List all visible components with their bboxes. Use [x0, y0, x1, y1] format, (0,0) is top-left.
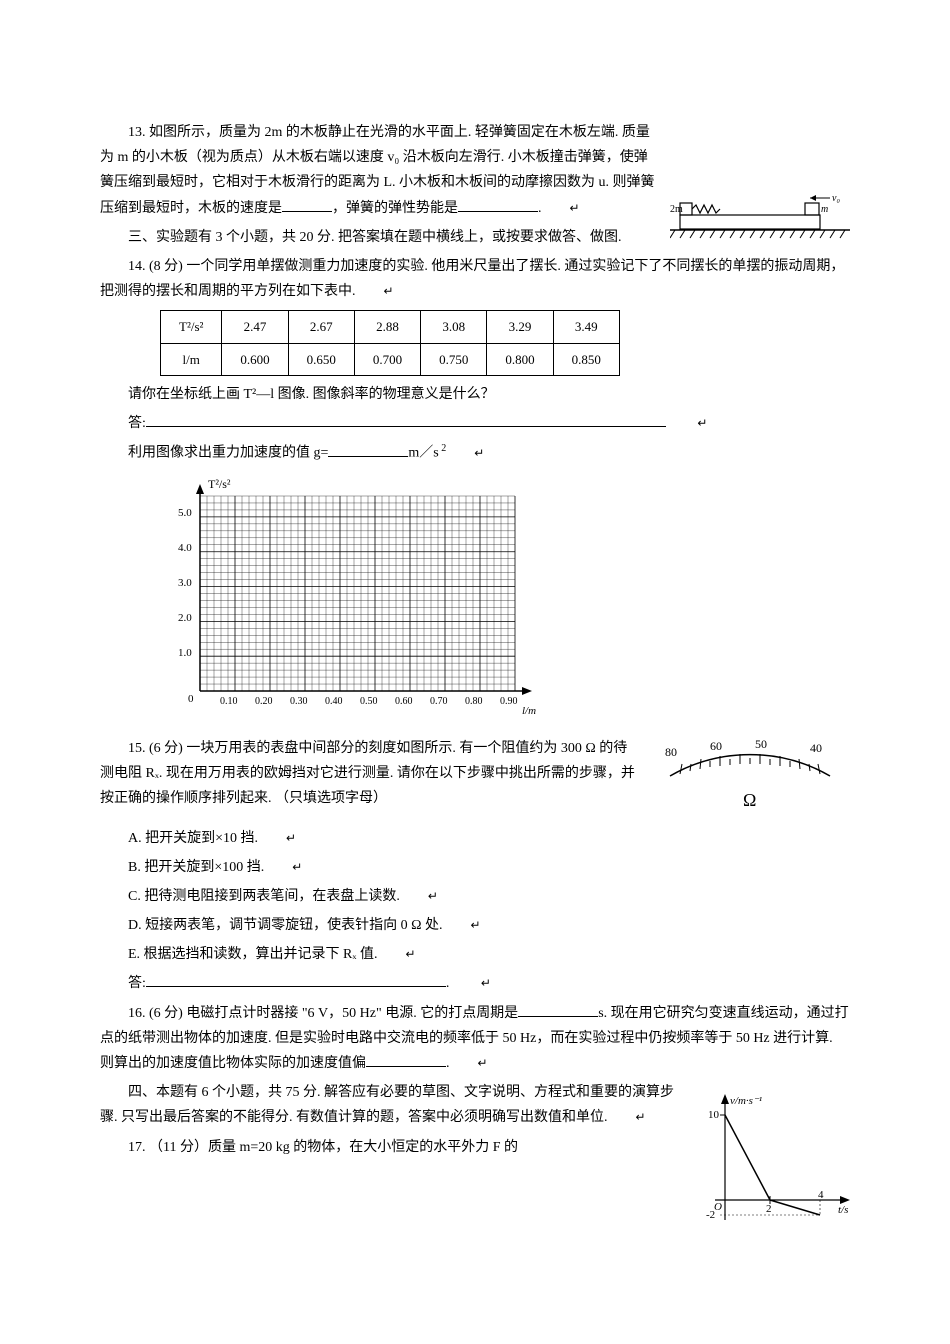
q16-a: 16. (6 分) 电磁打点计时器接 "6 V，50 Hz" 电源. 它的打点周…: [128, 1006, 518, 1021]
return-icon: ↵: [264, 857, 302, 879]
q14-prompt1: 请你在坐标纸上画 T²—l 图像. 图像斜率的物理意义是什么？: [100, 382, 850, 407]
xtick: 0.60: [395, 696, 413, 707]
return-icon: ↵: [446, 443, 484, 465]
q14-intro: 14. (8 分) 一个同学用单摆做测重力加速度的实验. 他用米尺量出了摆长. …: [100, 254, 850, 304]
xtick: 0.40: [325, 696, 343, 707]
table-row: l/m 0.600 0.650 0.700 0.750 0.800 0.850: [161, 343, 620, 375]
option-c-text: C. 把待测电阻接到两表笔间，在表盘上读数.: [128, 889, 400, 904]
q15-answer: 答:. ↵: [100, 971, 850, 996]
cell: 2.47: [222, 311, 288, 343]
vt-origin: O: [714, 1201, 722, 1213]
q13-text: 13. 如图所示，质量为 2m 的木板静止在光滑的水平面上. 轻弹簧固定在木板左…: [100, 120, 850, 221]
section4-text: 四、本题有 6 个小题，共 75 分. 解答应有必要的草图、文字说明、方程式和重…: [100, 1085, 674, 1125]
q15-intro: 15. (6 分) 一块万用表的表盘中间部分的刻度如图所示. 有一个阻值约为 3…: [100, 736, 850, 812]
answer-label: 答:: [128, 976, 146, 991]
cell: 0.600: [222, 343, 288, 375]
q17-text: 17. （11 分）质量 m=20 kg 的物体，在大小恒定的水平外力 F 的: [100, 1135, 850, 1160]
option-d: D. 短接两表笔，调节调零旋钮，使表针指向 0 Ω 处.↵: [100, 913, 850, 938]
cell: 0.650: [288, 343, 354, 375]
return-icon: ↵: [450, 1053, 488, 1075]
q14-prompt2-a: 利用图像求出重力加速度的值 g=: [128, 446, 328, 461]
return-icon: ↵: [608, 1107, 646, 1129]
return-icon: ↵: [443, 915, 481, 937]
q15-blank: [146, 973, 446, 987]
return-icon: ↵: [542, 198, 580, 220]
xtick: 0.80: [465, 696, 483, 707]
q16-blank-2: [366, 1053, 446, 1067]
ytick: 3.0: [178, 577, 192, 589]
q14-prompt2: 利用图像求出重力加速度的值 g=m／s 2↵: [100, 440, 850, 466]
return-icon: ↵: [453, 973, 491, 995]
row1-label: T²/s²: [161, 311, 222, 343]
q16-blank-1: [518, 1003, 598, 1017]
option-a-text: A. 把开关旋到×10 挡.: [128, 831, 258, 846]
cell: 2.67: [288, 311, 354, 343]
row2-label: l/m: [161, 343, 222, 375]
cell: 2.88: [354, 311, 420, 343]
ytick: 4.0: [178, 542, 192, 554]
vt-xlabel: t/s: [838, 1204, 848, 1216]
q14-graph: T²/s² 1.0 2.0 3.0 4.0 5.0 0 0.10 0.20 0.…: [160, 476, 540, 725]
return-icon: ↵: [669, 413, 707, 435]
q13-blank-1: [282, 198, 332, 212]
vt-x1: 2: [766, 1203, 772, 1215]
option-e: E. 根据选挡和读数，算出并记录下 Rₓ 值.↵: [100, 942, 850, 967]
option-b: B. 把开关旋到×100 挡.↵: [100, 855, 850, 880]
xtick: 0.10: [220, 696, 238, 707]
q14-data-table: T²/s² 2.47 2.67 2.88 3.08 3.29 3.49 l/m …: [160, 310, 620, 376]
return-icon: ↵: [356, 281, 394, 303]
cell: 0.850: [553, 343, 619, 375]
graph-xlabel: l/m: [522, 705, 536, 716]
table-row: T²/s² 2.47 2.67 2.88 3.08 3.29 3.49: [161, 311, 620, 343]
q14-intro-text: 14. (8 分) 一个同学用单摆做测重力加速度的实验. 他用米尺量出了摆长. …: [100, 259, 844, 299]
q14-prompt2-b: m／s: [408, 446, 438, 461]
xtick: 0.70: [430, 696, 448, 707]
option-d-text: D. 短接两表笔，调节调零旋钮，使表针指向 0 Ω 处.: [128, 918, 443, 933]
vt-x2: 4: [818, 1189, 824, 1201]
origin-zero: 0: [188, 693, 194, 705]
cell: 0.750: [421, 343, 487, 375]
option-e-text: E. 根据选挡和读数，算出并记录下 Rₓ 值.: [128, 947, 377, 962]
cell: 0.800: [487, 343, 553, 375]
q14-answer-blank: [146, 413, 666, 427]
q14-answer-line: 答: ↵: [100, 411, 850, 436]
section3-title: 三、实验题有 3 个小题，共 20 分. 把答案填在题中横线上，或按要求做答、做…: [100, 225, 850, 250]
xtick: 0.30: [290, 696, 308, 707]
ytick: 2.0: [178, 612, 192, 624]
return-icon: ↵: [377, 944, 415, 966]
section4-title: 四、本题有 6 个小题，共 75 分. 解答应有必要的草图、文字说明、方程式和重…: [100, 1080, 850, 1130]
option-a: A. 把开关旋到×10 挡.↵: [100, 826, 850, 851]
cell: 3.49: [553, 311, 619, 343]
q14-g-blank: [328, 443, 408, 457]
cell: 3.29: [487, 311, 553, 343]
xtick: 0.90: [500, 696, 518, 707]
q13-blank-2: [458, 198, 538, 212]
graph-ylabel: T²/s²: [208, 477, 231, 491]
answer-label: 答:: [128, 416, 146, 431]
q16-text: 16. (6 分) 电磁打点计时器接 "6 V，50 Hz" 电源. 它的打点周…: [100, 1001, 850, 1077]
option-b-text: B. 把开关旋到×100 挡.: [128, 860, 264, 875]
ytick: 5.0: [178, 507, 192, 519]
ytick: 1.0: [178, 647, 192, 659]
xtick: 0.50: [360, 696, 378, 707]
return-icon: ↵: [258, 828, 296, 850]
option-c: C. 把待测电阻接到两表笔间，在表盘上读数.↵: [100, 884, 850, 909]
cell: 0.700: [354, 343, 420, 375]
cell: 3.08: [421, 311, 487, 343]
return-icon: ↵: [400, 886, 438, 908]
xtick: 0.20: [255, 696, 273, 707]
q13-text-2: ，弹簧的弹性势能是: [332, 201, 458, 216]
